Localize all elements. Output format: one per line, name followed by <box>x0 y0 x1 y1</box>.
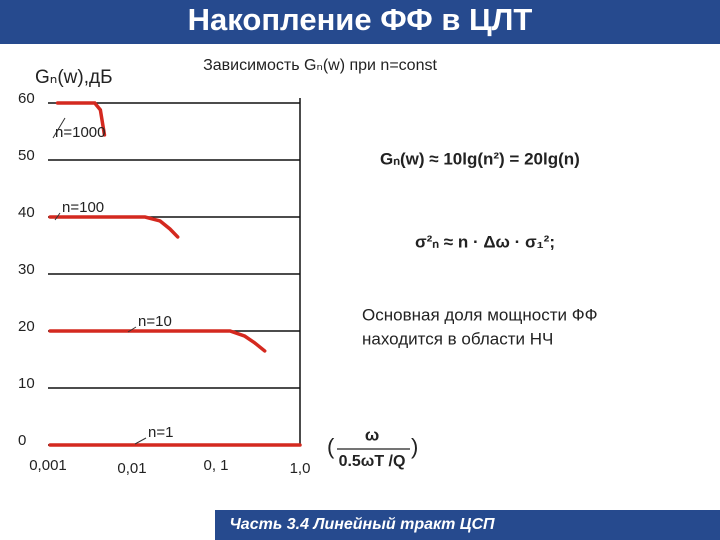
header-bar <box>0 0 720 44</box>
note: находится в области НЧ <box>362 329 553 348</box>
x-axis-label: ω <box>365 425 379 444</box>
x-tick-label: 0,001 <box>29 457 67 474</box>
x-tick-label: 0,01 <box>117 460 146 477</box>
series-line <box>55 101 107 137</box>
footer: Часть 3.4 Линейный тракт ЦСП <box>229 516 495 533</box>
leader-line <box>52 117 66 139</box>
y-tick-label: 20 <box>18 318 35 335</box>
formula: Gₙ(w) ≈ 10lg(n²) = 20lg(n) <box>380 149 580 168</box>
series-line <box>48 215 180 239</box>
series-label: n=1 <box>148 424 173 441</box>
y-tick-label: 0 <box>18 432 26 449</box>
x-tick-label: 0, 1 <box>203 457 228 474</box>
x-axis-label: 0.5ωT /Q <box>339 453 406 470</box>
series-label: n=10 <box>138 313 172 330</box>
note: Основная доля мощности ФФ <box>362 305 598 324</box>
y-tick-label: 30 <box>18 261 35 278</box>
y-tick-label: 10 <box>18 375 35 392</box>
leader-line <box>127 326 137 333</box>
x-tick-label: 1,0 <box>290 460 311 477</box>
series-line <box>48 329 267 353</box>
leader-line <box>134 437 147 445</box>
x-axis-label: ) <box>411 434 418 459</box>
series-label: n=100 <box>62 199 104 216</box>
slide-title: Накопление ФФ в ЦЛТ <box>188 2 533 37</box>
x-axis-label: ( <box>327 434 335 459</box>
y-tick-label: 50 <box>18 147 35 164</box>
series-label: n=1000 <box>55 124 105 141</box>
y-axis-label: Gₙ(w),дБ <box>35 67 113 88</box>
y-tick-label: 40 <box>18 204 35 221</box>
formula: σ²ₙ ≈ n · Δω · σ₁²; <box>415 232 555 251</box>
chart-title: Зависимость Gₙ(w) при n=const <box>203 57 437 74</box>
footer-bar <box>215 510 720 540</box>
leader-line <box>54 212 61 221</box>
y-tick-label: 60 <box>18 90 35 107</box>
plot: 0 10 20 30 40 50 60 0,001 0,01 0, 1 1,0 n=1000 n=100… <box>18 90 310 477</box>
